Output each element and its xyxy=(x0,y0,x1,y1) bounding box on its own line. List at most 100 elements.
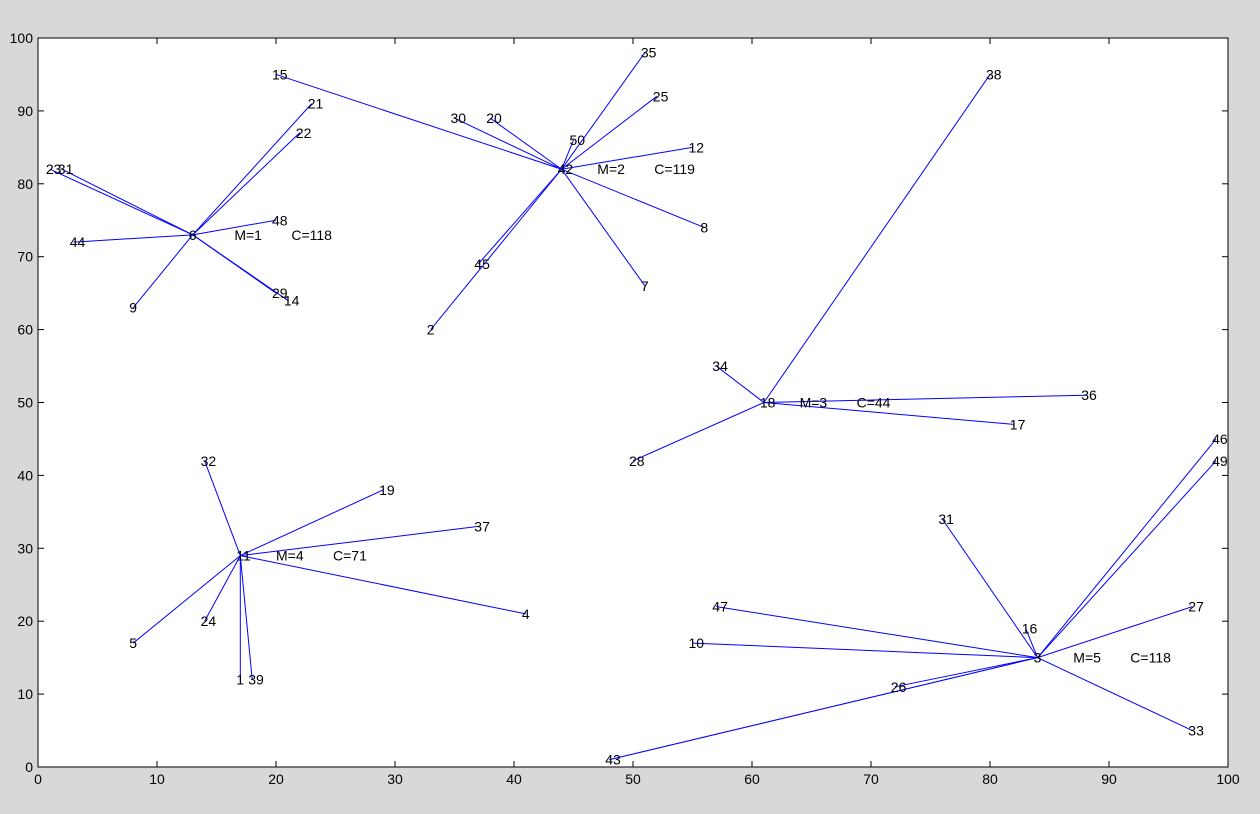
cluster-edge xyxy=(561,52,646,170)
cluster-edge xyxy=(561,146,693,170)
cluster-m-label: M=1 xyxy=(234,227,262,243)
point-label: 30 xyxy=(451,110,467,126)
y-tick-label: 100 xyxy=(10,30,34,46)
x-tick-label: 30 xyxy=(387,771,403,787)
cluster-center-label: 42 xyxy=(558,161,574,177)
point-label: 31 xyxy=(938,511,954,527)
cluster-edge xyxy=(275,73,562,170)
cluster-edge xyxy=(454,117,562,170)
cluster-edge xyxy=(941,518,1039,658)
point-label: 19 xyxy=(379,482,395,498)
point-label: 1 xyxy=(236,672,244,688)
point-label: 2 xyxy=(427,322,435,338)
cluster-c-label: C=118 xyxy=(1130,650,1171,666)
x-tick-label: 10 xyxy=(149,771,165,787)
cluster-edge xyxy=(132,234,194,309)
point-label: 50 xyxy=(570,132,586,148)
cluster-center-label: 6 xyxy=(189,227,197,243)
cluster-m-label: M=2 xyxy=(597,161,625,177)
point-label: 20 xyxy=(486,110,502,126)
point-label: 15 xyxy=(272,66,288,82)
cluster-edge xyxy=(240,555,527,615)
point-label: 49 xyxy=(1212,453,1228,469)
point-label: 14 xyxy=(284,292,300,308)
cluster-edge xyxy=(192,219,277,236)
x-tick-label: 0 xyxy=(34,771,42,787)
y-tick-label: 70 xyxy=(17,249,33,265)
point-label: 12 xyxy=(689,139,705,155)
point-label: 7 xyxy=(641,278,649,294)
point-label: 34 xyxy=(712,358,728,374)
cluster-edge xyxy=(1037,606,1193,659)
y-tick-label: 20 xyxy=(17,613,33,629)
y-tick-label: 30 xyxy=(17,540,33,556)
point-label: 5 xyxy=(129,635,137,651)
cluster-center-label: 18 xyxy=(760,395,776,411)
cluster-edge xyxy=(1037,657,1193,732)
x-axis-ticks: 0 10 20 30 40 50 60 70 80 90 100 xyxy=(34,38,1240,787)
cluster-edge xyxy=(894,657,1038,688)
x-tick-label: 40 xyxy=(506,771,522,787)
edge-layer xyxy=(49,52,1217,761)
cluster-edge xyxy=(763,394,1086,403)
point-label: 24 xyxy=(201,613,217,629)
cluster-edge xyxy=(489,117,562,170)
cluster-edge xyxy=(763,74,991,403)
point-label: 27 xyxy=(1188,599,1204,615)
point-label: 9 xyxy=(129,300,137,316)
cluster-edge xyxy=(61,168,193,236)
cluster-edge xyxy=(609,657,1038,761)
cluster-edge xyxy=(73,234,193,243)
cluster-edge xyxy=(561,95,658,170)
x-tick-label: 90 xyxy=(1101,771,1117,787)
cluster-edge xyxy=(1037,460,1217,658)
cluster-center-label: 11 xyxy=(236,548,251,564)
cluster-edge xyxy=(716,606,1038,659)
cluster-c-label: C=118 xyxy=(291,227,332,243)
point-label: 43 xyxy=(605,752,621,768)
cluster-edge xyxy=(240,489,384,557)
cluster-edge xyxy=(430,168,562,330)
cluster-edge xyxy=(632,402,765,462)
cluster-edge xyxy=(192,103,313,236)
point-label: 47 xyxy=(712,599,728,615)
point-label: 21 xyxy=(308,96,324,112)
y-tick-label: 60 xyxy=(17,322,33,338)
y-tick-label: 80 xyxy=(17,176,33,192)
point-label: 32 xyxy=(201,453,217,469)
y-axis-ticks: 0 10 20 30 40 50 60 70 80 90 100 xyxy=(10,30,1228,775)
point-label: 36 xyxy=(1081,387,1097,403)
cluster-edge xyxy=(763,402,1014,425)
point-label: 8 xyxy=(700,220,708,236)
cluster-edge xyxy=(692,642,1038,659)
y-tick-label: 40 xyxy=(17,467,33,483)
point-label: 31 xyxy=(58,161,74,177)
cluster-edge xyxy=(561,168,646,287)
point-label: 39 xyxy=(248,672,264,688)
x-tick-label: 20 xyxy=(268,771,284,787)
cluster-m-label: M=4 xyxy=(276,548,304,564)
point-label: 17 xyxy=(1010,416,1026,432)
cluster-c-label: C=119 xyxy=(654,161,695,177)
axes: 0 10 20 30 40 50 60 70 80 90 100 0 10 20 30 40 50 60 70 80… xyxy=(10,30,1240,787)
cluster-c-label: C=71 xyxy=(333,548,367,564)
cluster-m-label: M=3 xyxy=(800,395,828,411)
cluster-edge xyxy=(132,555,241,644)
point-label: 33 xyxy=(1188,723,1204,739)
cluster-edge xyxy=(192,234,289,301)
point-label: 23 xyxy=(46,161,62,177)
cluster-edge xyxy=(715,365,765,403)
point-label: 38 xyxy=(986,66,1002,82)
cluster-edge xyxy=(204,460,241,556)
cluster-edge xyxy=(204,555,241,622)
x-tick-label: 80 xyxy=(982,771,998,787)
x-tick-label: 60 xyxy=(744,771,760,787)
cluster-edge xyxy=(1037,438,1217,658)
point-label: 37 xyxy=(474,518,490,534)
point-label: 4 xyxy=(522,606,530,622)
cluster-m-label: M=5 xyxy=(1073,650,1101,666)
cluster-center-label: 3 xyxy=(1034,650,1042,666)
